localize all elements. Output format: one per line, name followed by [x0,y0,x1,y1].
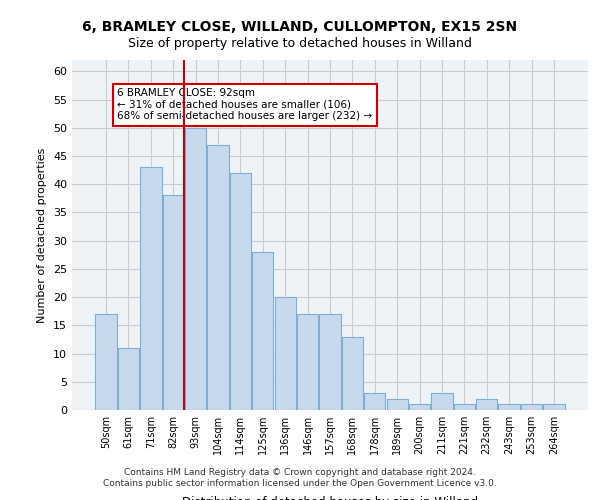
Bar [230,173,251,410]
Bar [409,404,430,410]
Bar [386,398,408,410]
Bar [476,398,497,410]
Bar [163,196,184,410]
Bar [319,314,341,410]
Bar [431,393,452,410]
Y-axis label: Number of detached properties: Number of detached properties [37,148,47,322]
Bar [118,348,139,410]
Bar [208,144,229,410]
Text: 6 BRAMLEY CLOSE: 92sqm
← 31% of detached houses are smaller (106)
68% of semi-de: 6 BRAMLEY CLOSE: 92sqm ← 31% of detached… [117,88,373,122]
Bar [185,128,206,410]
Bar [342,336,363,410]
Bar [454,404,475,410]
Bar [499,404,520,410]
X-axis label: Distribution of detached houses by size in Willand: Distribution of detached houses by size … [182,496,478,500]
Bar [521,404,542,410]
Bar [252,252,274,410]
Text: Contains HM Land Registry data © Crown copyright and database right 2024.
Contai: Contains HM Land Registry data © Crown c… [103,468,497,487]
Bar [543,404,565,410]
Bar [95,314,117,410]
Text: 6, BRAMLEY CLOSE, WILLAND, CULLOMPTON, EX15 2SN: 6, BRAMLEY CLOSE, WILLAND, CULLOMPTON, E… [82,20,518,34]
Text: Size of property relative to detached houses in Willand: Size of property relative to detached ho… [128,38,472,51]
Bar [275,297,296,410]
Bar [297,314,318,410]
Bar [140,168,161,410]
Bar [364,393,385,410]
